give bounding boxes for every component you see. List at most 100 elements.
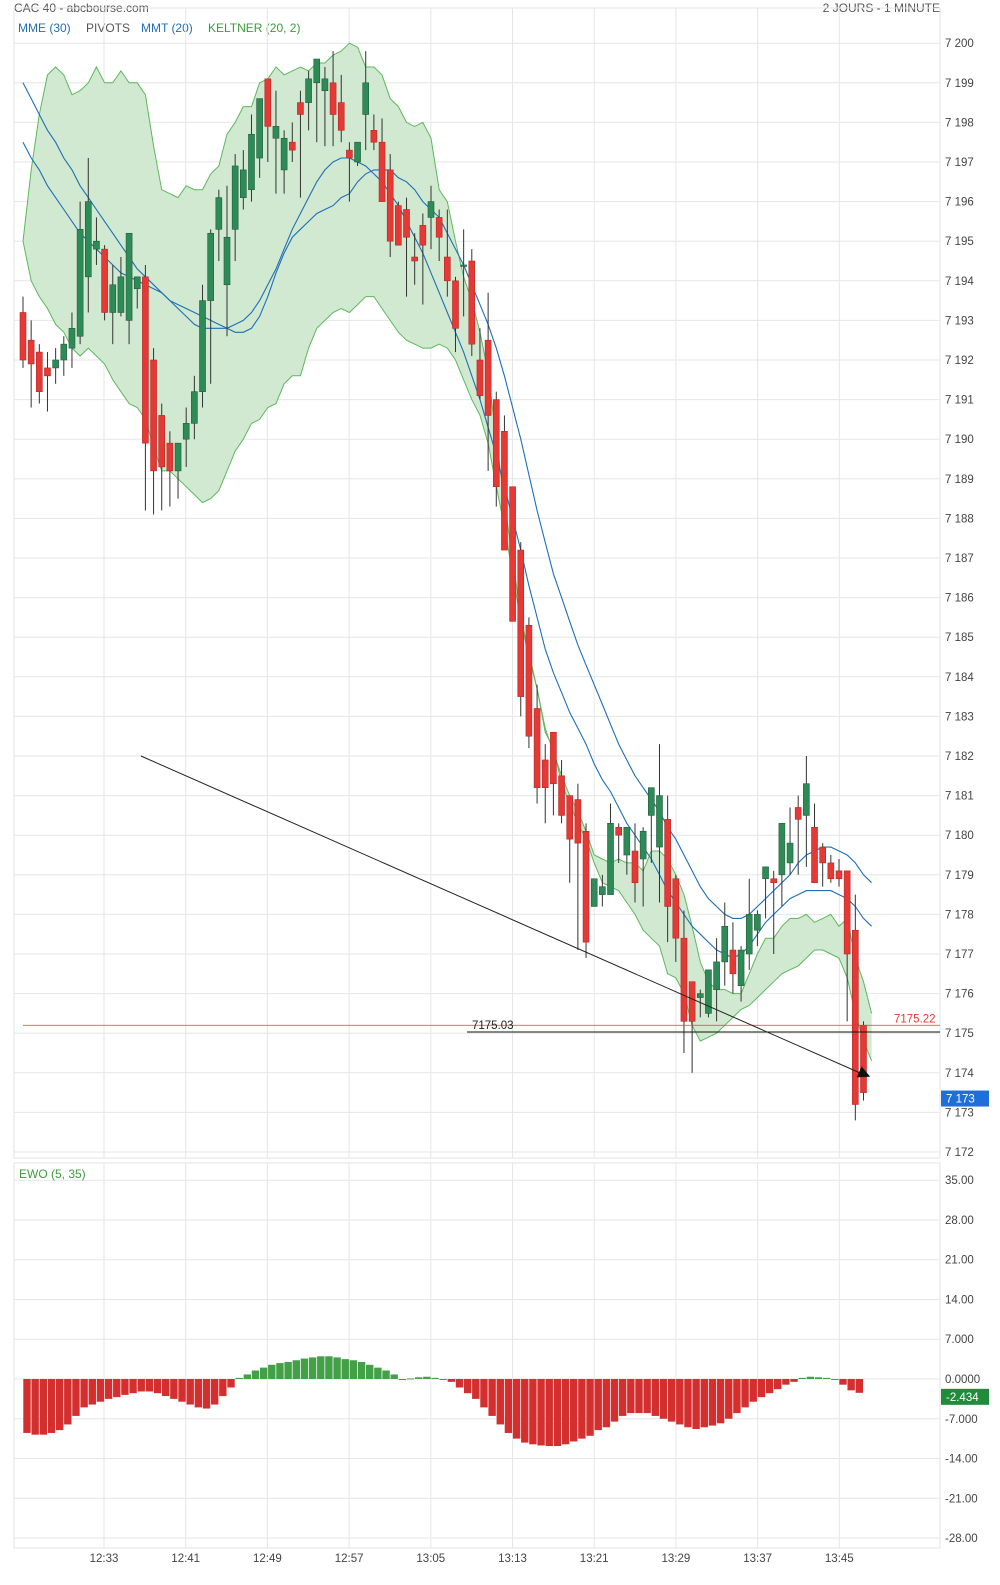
ewo-bar <box>676 1379 684 1425</box>
candle <box>182 407 190 467</box>
ewo-bar <box>512 1379 521 1439</box>
ewo-bar <box>39 1379 48 1435</box>
candle <box>860 1021 867 1101</box>
price-tick-label: 7 176 <box>945 989 974 1001</box>
candle <box>117 257 125 317</box>
legend-pivots[interactable]: PIVOTS <box>86 21 131 35</box>
candle <box>199 284 206 408</box>
ewo-bar <box>178 1379 186 1402</box>
candle <box>223 185 231 337</box>
candle-body <box>362 82 370 115</box>
candle-body <box>93 240 100 250</box>
time-tick-label: 13:05 <box>416 1553 445 1565</box>
candle-body <box>444 256 451 282</box>
candle <box>362 51 370 151</box>
ewo-bar <box>72 1379 80 1416</box>
ewo-bar <box>578 1379 586 1439</box>
price-tick-label: 7 187 <box>945 553 974 565</box>
candle <box>713 938 720 1022</box>
candle <box>109 264 117 345</box>
ewo-bar <box>545 1379 553 1447</box>
price-tick-label: 7 196 <box>945 197 974 209</box>
candle <box>484 292 492 471</box>
ewo-tick-label: 0.0000 <box>945 1374 980 1386</box>
ewo-bar <box>618 1379 627 1416</box>
candle <box>631 823 639 903</box>
candle <box>256 98 263 178</box>
price-tick-label: 7 198 <box>945 117 974 129</box>
ewo-frame <box>13 1162 941 1549</box>
time-tick-label: 12:49 <box>253 1553 282 1565</box>
candle-body <box>517 549 525 697</box>
ewo-bar <box>749 1379 757 1402</box>
candle-body <box>476 359 484 396</box>
candle <box>125 232 133 345</box>
ewo-tick-label: 14.00 <box>945 1294 974 1306</box>
candle <box>305 70 312 131</box>
candle <box>346 142 353 202</box>
price-tick-label: 7 194 <box>945 276 974 288</box>
candle <box>721 902 729 986</box>
candle-body <box>60 343 68 361</box>
candle-body <box>248 133 255 191</box>
ewo-bar <box>602 1379 611 1428</box>
ewo-bar <box>423 1376 431 1379</box>
candle-body <box>305 78 312 103</box>
ewo-bar <box>414 1377 423 1379</box>
candle-body <box>256 98 263 159</box>
candle-body <box>101 248 108 313</box>
ewo-bar <box>529 1379 537 1445</box>
candle <box>158 403 166 511</box>
ewo-bar <box>431 1377 439 1379</box>
candle <box>174 442 182 499</box>
ewo-bar <box>447 1379 456 1382</box>
ewo-bar <box>300 1358 309 1379</box>
ewo-bar <box>741 1379 749 1408</box>
candle <box>460 229 467 317</box>
legend-mme[interactable]: MME (30) <box>18 21 71 35</box>
candle <box>737 946 745 1002</box>
ewo-bar <box>243 1374 252 1379</box>
candle-body <box>803 783 810 816</box>
price-tick-label: 7 177 <box>945 949 974 961</box>
ewo-bar <box>790 1379 798 1382</box>
ewo-bar <box>831 1379 839 1380</box>
ewo-tick-label: 28.00 <box>945 1215 974 1227</box>
ewo-bar <box>684 1379 692 1428</box>
candle <box>639 827 647 907</box>
candle-body <box>794 807 802 820</box>
candle <box>819 843 826 887</box>
candle <box>142 264 149 511</box>
ewo-bar <box>708 1379 717 1426</box>
ewo-bar <box>170 1379 178 1399</box>
price-tick-label: 7 182 <box>945 751 974 763</box>
ewo-bar <box>357 1361 366 1379</box>
candle-body <box>411 256 418 262</box>
ewo-bar <box>635 1379 643 1414</box>
candle-body <box>191 391 198 424</box>
candle <box>288 122 296 162</box>
candle <box>517 542 525 717</box>
candle-body <box>639 830 647 860</box>
candle-body <box>607 823 614 895</box>
candle <box>101 245 108 321</box>
ewo-panel <box>23 1356 864 1447</box>
candle-body <box>435 217 443 238</box>
candle-body <box>346 149 353 159</box>
candle <box>607 803 614 895</box>
candle-body <box>550 731 557 785</box>
candle-body <box>852 929 859 1105</box>
time-tick-label: 13:29 <box>662 1553 691 1565</box>
candle-body <box>672 878 680 939</box>
price-tick-label: 7 181 <box>945 791 974 803</box>
candle-body <box>705 969 712 1014</box>
candle-body <box>452 280 459 329</box>
ewo-bar <box>806 1376 815 1379</box>
legend-mmt[interactable]: MMT (20) <box>141 21 193 35</box>
candle-body <box>558 775 565 816</box>
candle <box>19 296 27 368</box>
ewo-bar <box>382 1370 390 1379</box>
legend-keltner[interactable]: KELTNER (20, 2) <box>208 21 301 35</box>
candle <box>835 858 843 887</box>
